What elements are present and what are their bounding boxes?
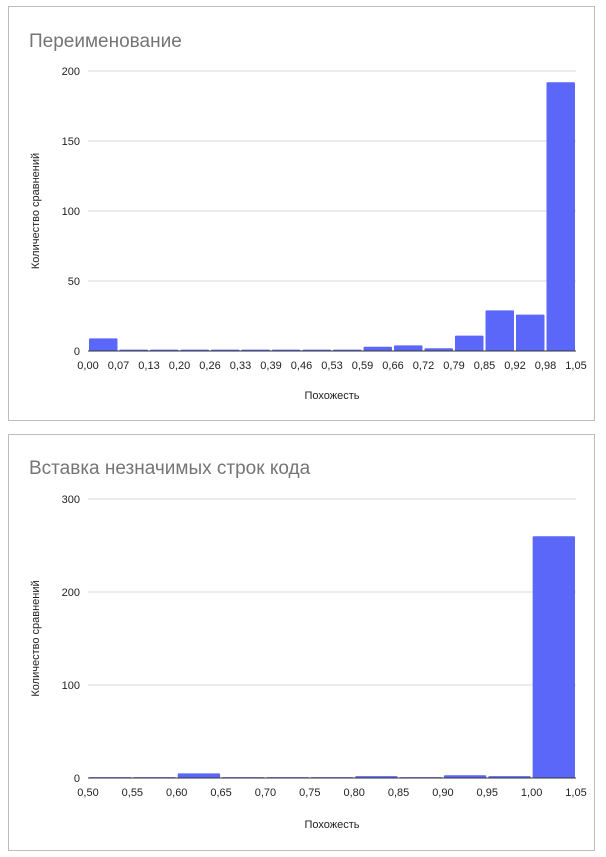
x-tick-label: 0,33 [230,360,251,372]
x-tick-label: 0,90 [432,787,453,799]
y-tick-label: 100 [62,680,80,692]
x-tick-label: 0,46 [291,360,312,372]
x-axis-label: Похожесть [304,390,359,402]
x-tick-label: 0,20 [169,360,190,372]
x-tick-label: 0,98 [535,360,556,372]
bar [516,314,545,351]
chart-panel-renaming: Переименование 0 50 100 150 200 0,00 0,07 0,13 0,… [8,6,595,421]
bar [177,773,221,778]
y-axis-label: Количество сравнений [30,580,42,696]
bar [485,310,514,351]
bar [424,348,453,351]
x-axis-label: Похожесть [304,819,359,831]
x-tick-label: 0,85 [388,787,409,799]
x-tick-label: 0,39 [260,360,281,372]
bar [363,346,392,351]
y-tick-label: 200 [62,587,80,599]
y-tick-label: 0 [74,773,80,785]
x-tick-label: 0,85 [474,360,495,372]
y-tick-label: 100 [62,206,80,218]
bar [532,536,575,778]
x-tick-label: 0,50 [77,787,98,799]
x-tick-label: 1,05 [565,787,586,799]
x-tick-label: 0,60 [166,787,187,799]
x-tick-label: 0,80 [343,787,364,799]
x-tick-label: 0,66 [382,360,403,372]
y-tick-label: 0 [74,346,80,358]
y-tick-label: 50 [68,276,80,288]
x-tick-label: 0,95 [477,787,498,799]
y-tick-label: 300 [62,494,80,506]
x-tick-label: 0,53 [321,360,342,372]
x-tick-label: 1,05 [565,360,586,372]
histogram-renaming: Переименование 0 50 100 150 200 0,00 0,07 0,13 0,… [29,31,587,402]
x-tick-label: 0,92 [504,360,525,372]
chart-title: Переименование [29,31,182,52]
x-tick-label: 1,00 [521,787,542,799]
x-tick-label: 0,55 [122,787,143,799]
x-tick-label: 0,72 [413,360,434,372]
x-tick-label: 0,65 [210,787,231,799]
x-tick-label: 0,00 [77,360,98,372]
bar [455,335,484,351]
histogram-insertion: Вставка незначимых строк кода 0 100 200 300 0… [29,458,587,831]
bar [443,775,487,778]
chart-title: Вставка незначимых строк кода [29,458,311,479]
bar [89,338,118,351]
bar [546,82,575,351]
x-tick-label: 0,26 [199,360,220,372]
x-tick-label: 0,59 [352,360,373,372]
x-tick-label: 0,79 [443,360,464,372]
x-tick-label: 0,70 [255,787,276,799]
x-tick-label: 0,07 [108,360,129,372]
bar [394,345,423,351]
y-tick-label: 150 [62,136,80,148]
x-tick-label: 0,75 [299,787,320,799]
y-axis-label: Количество сравнений [30,153,42,269]
x-tick-label: 0,13 [138,360,159,372]
y-tick-label: 200 [62,66,80,78]
chart-panel-insertion: Вставка незначимых строк кода 0 100 200 300 0… [8,434,595,851]
